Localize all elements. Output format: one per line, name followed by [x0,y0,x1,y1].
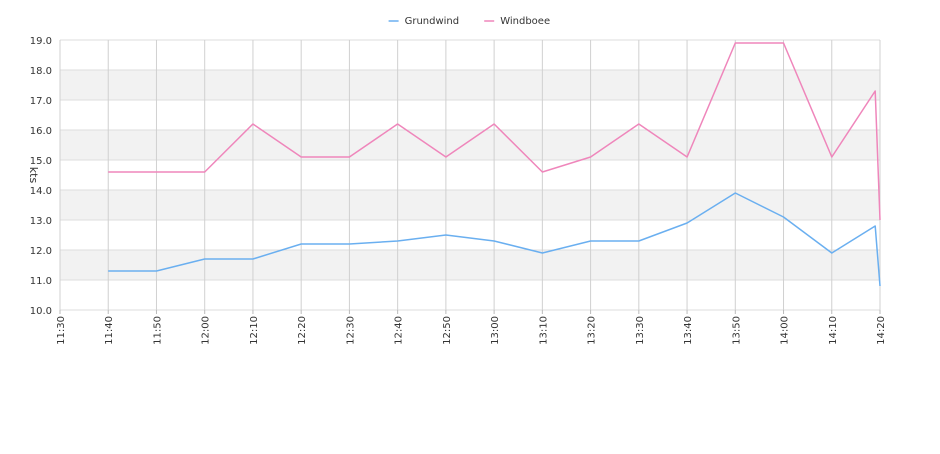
x-tick-label: 11:30 [56,316,67,345]
y-tick-label: 17.0 [30,96,52,107]
y-tick-label: 15.0 [30,156,52,167]
x-tick-label: 13:10 [538,316,549,345]
x-axis-ticks: 11:30 11:40 11:50 12:00 12:10 12:20 12:30 12:40… [56,310,887,345]
y-tick-label: 12.0 [30,246,52,257]
x-tick-label: 14:20 [876,316,887,345]
y-tick-label: 14.0 [30,186,52,197]
background-band [60,70,880,100]
background-band [60,250,880,280]
legend-label: Windboee [500,16,550,27]
background-bands [60,70,880,280]
y-tick-label: 11.0 [30,276,52,287]
y-tick-label: 19.0 [30,36,52,47]
y-tick-label: 16.0 [30,126,52,137]
background-band [60,190,880,220]
legend-label: Grundwind [405,16,460,27]
x-tick-label: 14:00 [780,316,791,345]
y-tick-label: 18.0 [30,66,52,77]
legend: Grundwind Windboee [388,16,550,27]
series-line-grundwind [108,192,881,287]
x-tick-label: 11:40 [104,316,115,345]
background-band [60,130,880,160]
y-axis-ticks: 10.0 11.0 12.0 13.0 14.0 15.0 16.0 17.0 18.0 19.0 [30,36,52,317]
x-tick-label: 13:00 [490,316,501,345]
y-axis-label: kts [27,167,40,184]
series-line-windboee [108,42,881,221]
x-tick-label: 12:20 [297,316,308,345]
x-tick-label: 12:30 [345,316,356,345]
grid-lines [59,39,881,311]
y-tick-label: 13.0 [30,216,52,227]
x-tick-label: 12:50 [442,316,453,345]
series-lines [108,42,881,287]
x-tick-label: 11:50 [152,316,163,345]
x-tick-label: 13:50 [731,316,742,345]
x-tick-label: 13:40 [683,316,694,345]
y-tick-label: 10.0 [30,306,52,317]
x-tick-label: 14:10 [828,316,839,345]
x-tick-label: 12:40 [394,316,405,345]
x-tick-label: 12:00 [201,316,212,345]
x-tick-label: 13:20 [587,316,598,345]
x-tick-label: 12:10 [249,316,260,345]
x-tick-label: 13:30 [635,316,646,345]
